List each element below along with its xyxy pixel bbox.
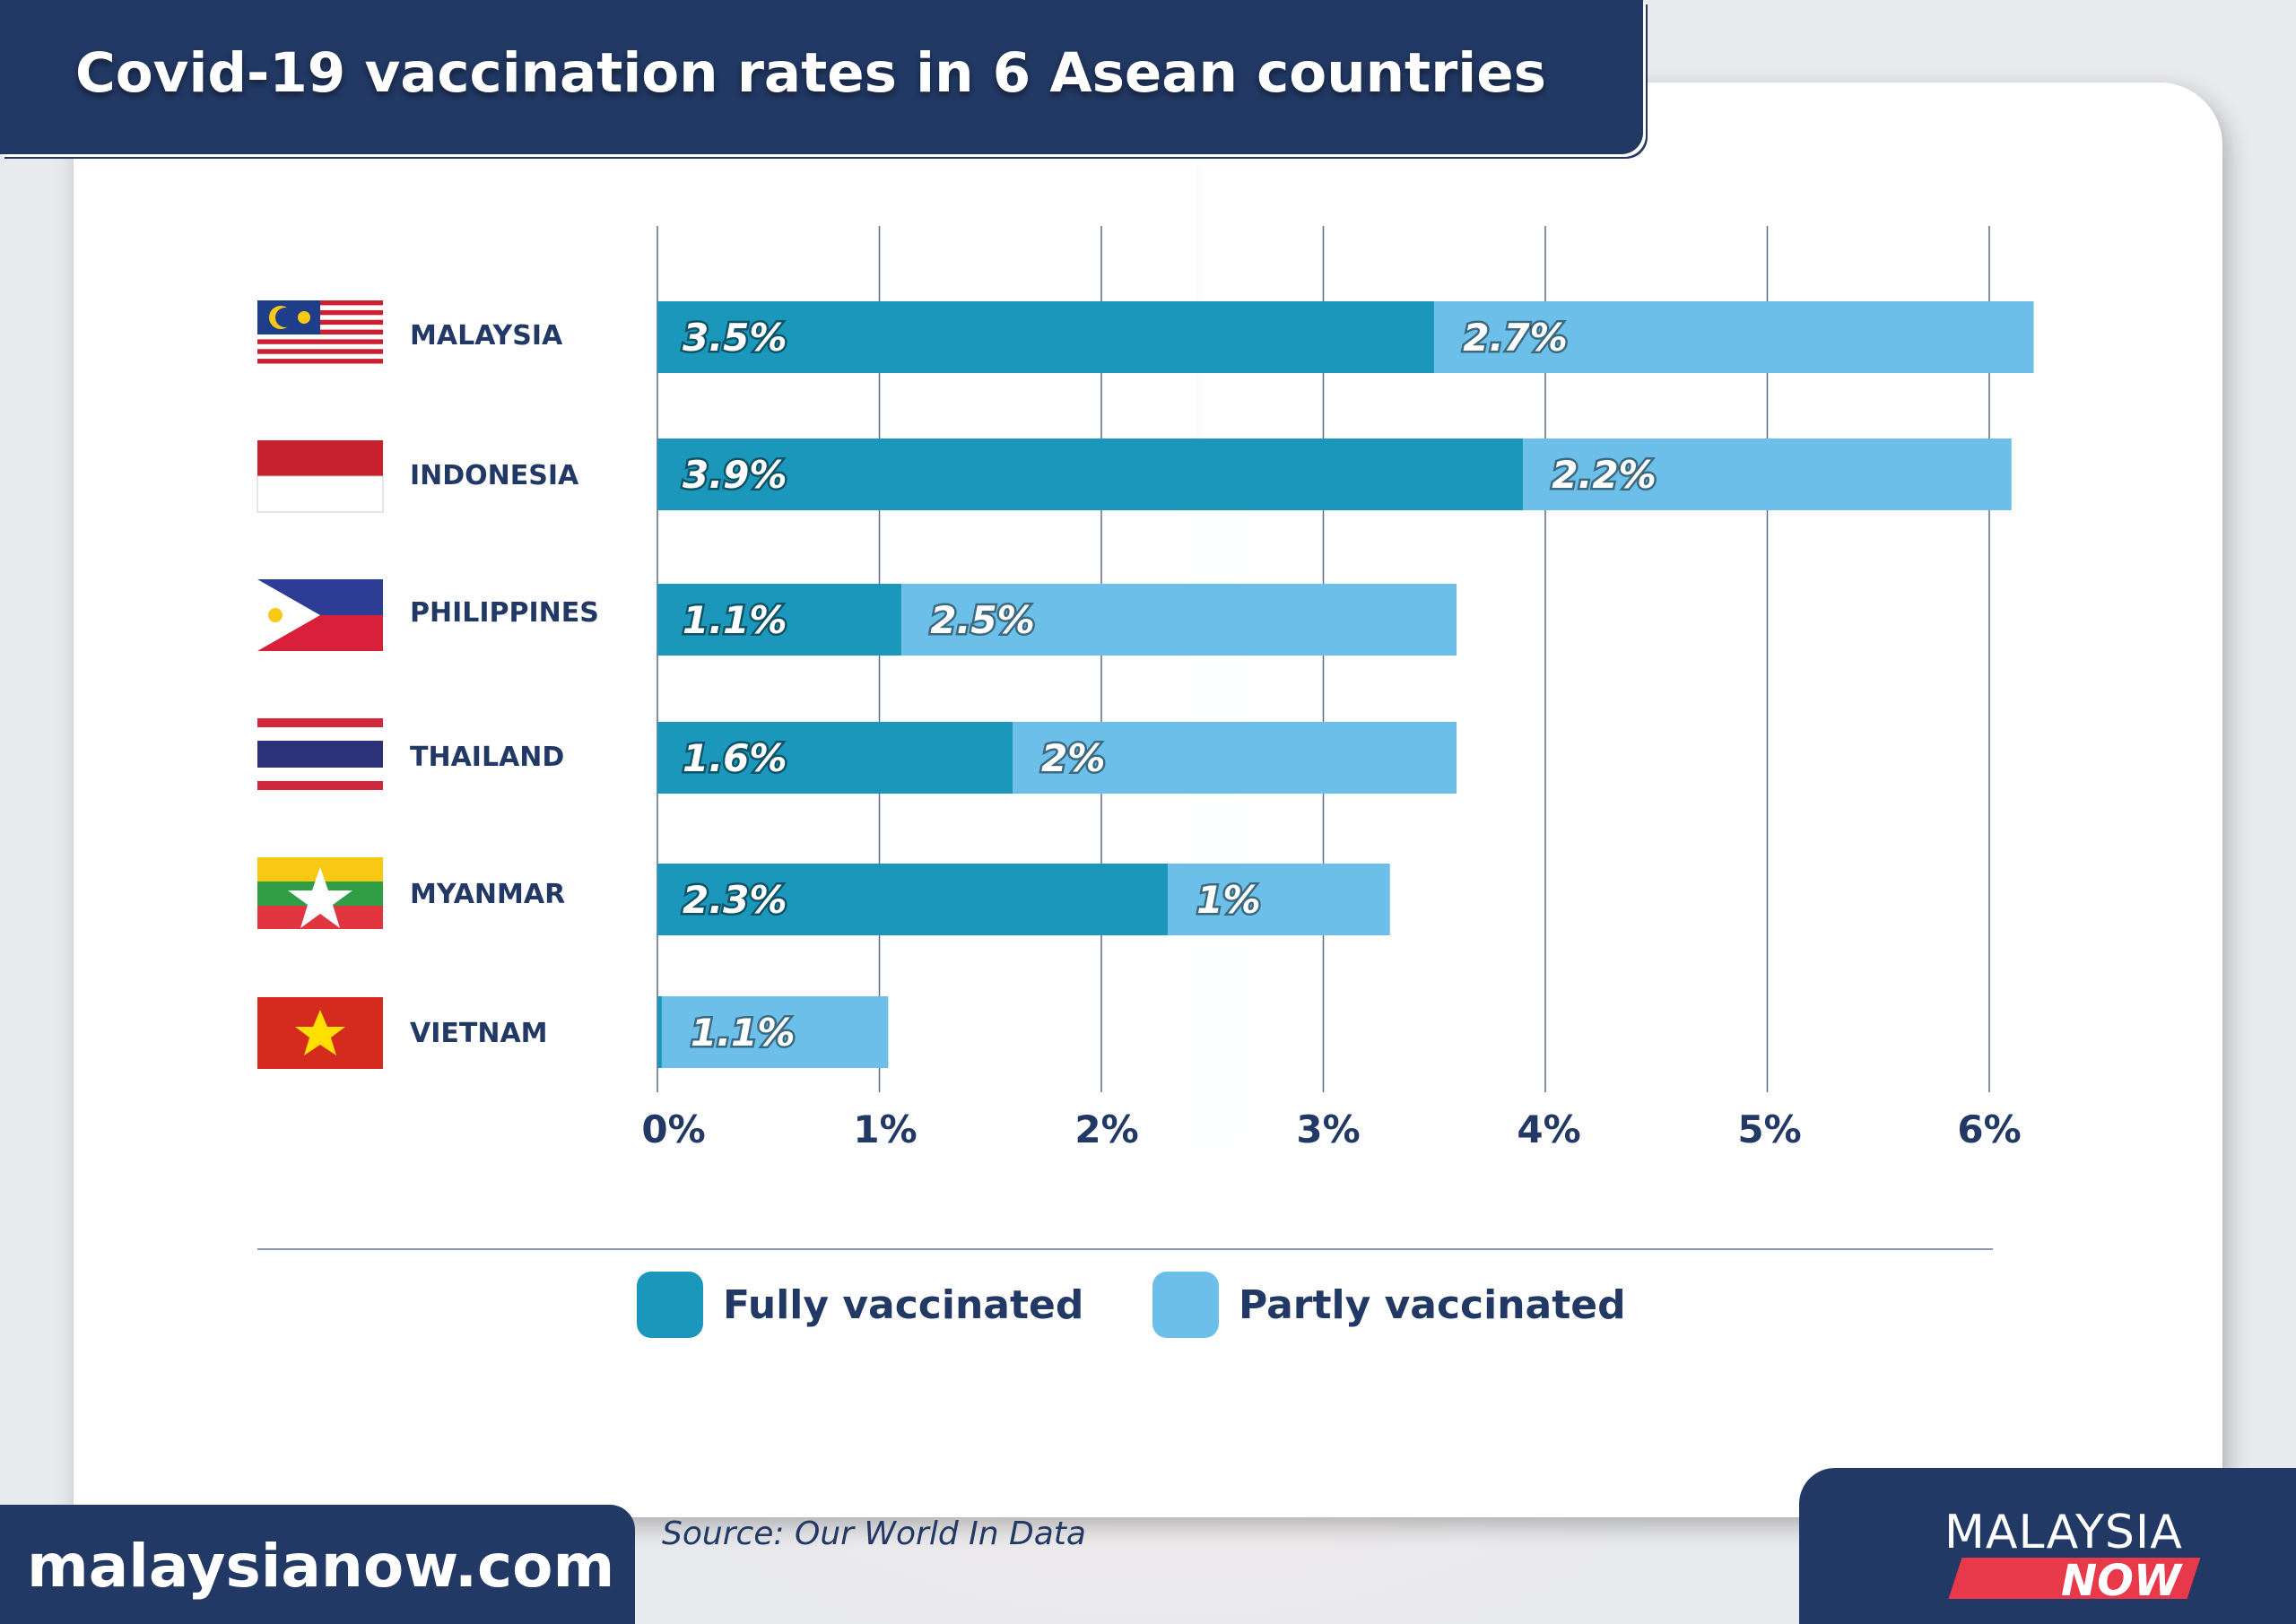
data-label: 2.7% (1463, 316, 1567, 360)
logo-wordmark-bottom: NOW (2061, 1556, 2181, 1606)
data-label: 2.2% (1552, 453, 1656, 497)
myanmar-flag-icon (257, 857, 383, 929)
data-label: 2.3% (683, 878, 787, 922)
thailand-flag-icon (257, 718, 383, 790)
data-label: 3.9% (683, 453, 787, 497)
bar-partly-malaysia (1434, 301, 2034, 373)
legend-label-partly: Partly vaccinated (1239, 1282, 1626, 1328)
title-banner: Covid-19 vaccination rates in 6 Asean co… (0, 0, 1643, 154)
data-label: 3.5% (683, 316, 787, 360)
x-tick-label: 5% (1737, 1107, 1801, 1151)
x-tick-label: 6% (1957, 1107, 2021, 1151)
data-label: 1.6% (683, 736, 787, 780)
flags (257, 300, 384, 1069)
footer-website-banner: malaysianow.com (0, 1505, 635, 1624)
legend-label-fully: Fully vaccinated (723, 1282, 1083, 1328)
bars: 3.5% 2.7% 3.9% 2.2% 1.1% 2.5% 1.6% 2% 2.3% 1% 1.1% (657, 301, 2034, 1068)
legend: Fully vaccinated Partly vaccinated (637, 1272, 1626, 1338)
category-label: VIETNAM (410, 1018, 548, 1049)
data-label: 2.5% (930, 598, 1034, 642)
vietnam-flag-icon (257, 997, 383, 1069)
data-label: 1% (1196, 878, 1260, 922)
x-tick-label: 4% (1517, 1107, 1580, 1151)
category-label: MYANMAR (410, 879, 565, 910)
legend-swatch-partly (1152, 1272, 1219, 1338)
bar-fully-indonesia (657, 439, 1524, 510)
malaysia-flag-icon (257, 300, 383, 369)
category-label: MALAYSIA (410, 320, 563, 352)
data-label: 1.1% (683, 598, 787, 642)
bar-partly-indonesia (1523, 439, 2012, 510)
x-tick-label: 1% (853, 1107, 917, 1151)
website-url[interactable]: malaysianow.com (27, 1532, 615, 1601)
bar-fully-vietnam (657, 996, 662, 1068)
indonesia-flag-icon (257, 440, 384, 513)
logo-wordmark-top: MALAYSIA (1944, 1506, 2183, 1559)
page-title: Covid-19 vaccination rates in 6 Asean co… (75, 41, 1546, 105)
legend-swatch-fully (637, 1272, 703, 1338)
bar-fully-philippines (657, 584, 902, 656)
x-tick-label: 0% (641, 1107, 705, 1151)
footer-logo-banner: MALAYSIA NOW (1799, 1468, 2296, 1624)
bar-partly-philippines (901, 584, 1457, 656)
bar-fully-myanmar (657, 864, 1169, 935)
bar-partly-thailand (1013, 722, 1457, 794)
philippines-flag-icon (257, 579, 383, 651)
bar-fully-thailand (657, 722, 1013, 794)
bar-partly-myanmar (1168, 864, 1390, 935)
category-label: INDONESIA (410, 460, 579, 491)
x-tick-label: 3% (1296, 1107, 1360, 1151)
category-label: PHILIPPINES (410, 597, 599, 629)
bar-partly-vietnam (661, 996, 889, 1068)
country-labels: MALAYSIA INDONESIA PHILIPPINES THAILAND … (410, 320, 599, 1049)
category-label: THAILAND (410, 742, 564, 773)
x-axis-ticks: 0% 1% 2% 3% 4% 5% 6% (641, 1107, 2021, 1151)
data-label: 2% (1041, 736, 1105, 780)
source-note: Source: Our World In Data (662, 1515, 1086, 1552)
x-tick-label: 2% (1074, 1107, 1138, 1151)
data-label: 1.1% (691, 1011, 795, 1055)
bar-fully-malaysia (657, 301, 1435, 373)
